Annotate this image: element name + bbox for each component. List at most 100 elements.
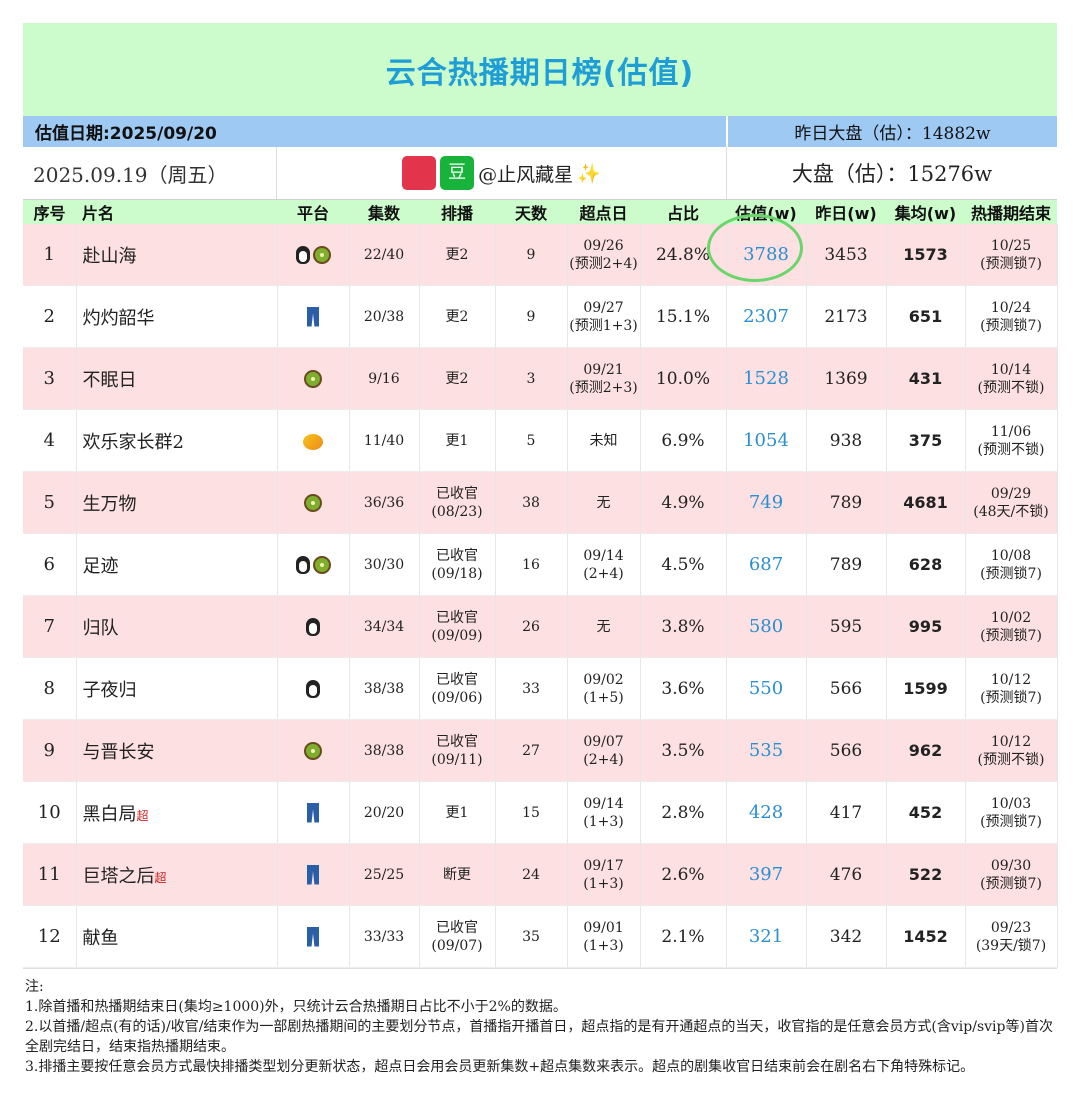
yesterday-cell: 566 bbox=[806, 719, 887, 782]
episodes-cell: 25/25 bbox=[349, 843, 420, 906]
platform-cell bbox=[277, 285, 350, 348]
show-title: 赴山海 bbox=[82, 245, 137, 267]
end-cell: 10/12 (预测锁7) bbox=[965, 657, 1058, 720]
ratio-cell: 4.9% bbox=[640, 471, 727, 534]
estimate-cell: 397 bbox=[726, 843, 807, 906]
end-cell: 10/08 (预测锁7) bbox=[965, 533, 1058, 596]
average-cell: 962 bbox=[886, 719, 966, 782]
title-cell: 子夜归 bbox=[76, 657, 278, 720]
end-cell: 09/29 (48天/不锁) bbox=[965, 471, 1058, 534]
platform-cell bbox=[277, 533, 350, 596]
platform-cell bbox=[277, 409, 350, 472]
schedule-status: 已收官 bbox=[436, 485, 478, 502]
ratio-cell: 2.6% bbox=[640, 843, 727, 906]
point-date: 09/26 bbox=[583, 237, 624, 254]
schedule-status: 更1 bbox=[445, 432, 469, 449]
header-end: 热播期结束 bbox=[965, 200, 1057, 224]
end-date: 10/12 bbox=[990, 733, 1032, 750]
header-days: 天数 bbox=[495, 200, 567, 224]
super-mark: 超 bbox=[136, 808, 149, 823]
end-detail: (预测不锁) bbox=[977, 751, 1045, 768]
yesterday-cell: 476 bbox=[806, 843, 887, 906]
point-date: 09/14 bbox=[583, 795, 624, 812]
platform-mango-icon bbox=[303, 433, 323, 450]
yesterday-cell: 342 bbox=[806, 905, 887, 968]
rank-cell: 2 bbox=[23, 285, 77, 348]
platform-jeans-icon bbox=[307, 802, 319, 823]
platform-cell bbox=[277, 595, 350, 658]
point-date: 09/02 bbox=[583, 671, 624, 688]
header-title: 片名 bbox=[76, 200, 277, 224]
schedule-cell: 更1 bbox=[419, 781, 496, 844]
title-cell: 赴山海 bbox=[76, 224, 278, 286]
average-cell: 522 bbox=[886, 843, 966, 906]
title-cell: 巨塔之后超 bbox=[76, 843, 278, 906]
estimate-cell: 2307 bbox=[726, 285, 807, 348]
source-credit: 豆 @止风藏星 ✨ bbox=[277, 147, 727, 199]
point-date: 09/17 bbox=[583, 857, 624, 874]
header-schedule: 排播 bbox=[419, 200, 495, 224]
end-date: 09/29 bbox=[990, 485, 1032, 502]
table-row: 12 献鱼 33/33 已收官 (09/07) 35 09/01 (1+3) 2.1% 321 34… bbox=[23, 905, 1058, 968]
schedule-cell: 已收官 (09/09) bbox=[419, 595, 496, 658]
point-detail: (1+3) bbox=[583, 875, 624, 892]
yesterday-market: 昨日大盘（估）：14882w bbox=[726, 116, 1057, 147]
platform-penguin-icon bbox=[306, 680, 320, 698]
table-row: 7 归队 34/34 已收官 (09/09) 26 无 3.8% 580 595 995 10/02(… bbox=[23, 595, 1058, 658]
estimate-cell: 1054 bbox=[726, 409, 807, 472]
table-row: 3 不眠日 9/16 更2 3 09/21 (预测2+3) 10.0% 1528 1369 431 1… bbox=[23, 347, 1058, 410]
days-cell: 38 bbox=[495, 471, 568, 534]
ranking-sheet: 云合热播期日榜(估值) 估值日期:2025/09/20 昨日大盘（估）：1488… bbox=[23, 23, 1058, 1102]
market-estimate: 大盘（估）：15276w bbox=[791, 162, 993, 186]
ratio-cell: 3.5% bbox=[640, 719, 727, 782]
days-cell: 35 bbox=[495, 905, 568, 968]
show-title: 灼灼韶华 bbox=[82, 307, 155, 329]
days-cell: 9 bbox=[495, 224, 568, 286]
episodes-cell: 38/38 bbox=[349, 719, 420, 782]
point-detail: (1+3) bbox=[583, 937, 624, 954]
episodes-cell: 36/36 bbox=[349, 471, 420, 534]
ratio-cell: 15.1% bbox=[640, 285, 727, 348]
table-row: 9 与晋长安 38/38 已收官 (09/11) 27 09/07 (2+4) 3.5% 535 5… bbox=[23, 719, 1058, 782]
point-date: 未知 bbox=[589, 432, 618, 449]
platform-kiwi-icon bbox=[304, 494, 322, 512]
ratio-cell: 3.8% bbox=[640, 595, 727, 658]
show-title: 不眠日 bbox=[82, 369, 137, 391]
point-date: 09/27 bbox=[583, 299, 624, 316]
ratio-cell: 24.8% bbox=[640, 224, 727, 286]
average-cell: 431 bbox=[886, 347, 966, 410]
platform-penguin-icon bbox=[295, 556, 310, 574]
estimate-value: 535 bbox=[748, 740, 784, 761]
average-cell: 1452 bbox=[886, 905, 966, 968]
point-cell: 未知 bbox=[567, 409, 641, 472]
end-cell: 10/14 (预测不锁) bbox=[965, 347, 1058, 410]
rank-cell: 8 bbox=[23, 657, 77, 720]
platform-jeans-icon bbox=[307, 926, 319, 947]
episodes-cell: 33/33 bbox=[349, 905, 420, 968]
yesterday-cell: 417 bbox=[806, 781, 887, 844]
schedule-cell: 已收官 (09/18) bbox=[419, 533, 496, 596]
yesterday-cell: 1369 bbox=[806, 347, 887, 410]
rank-cell: 4 bbox=[23, 409, 77, 472]
estimate-cell: 321 bbox=[726, 905, 807, 968]
estimate-cell: 3788 bbox=[707, 214, 807, 286]
point-detail: (预测2+4) bbox=[569, 255, 638, 272]
end-date: 10/14 bbox=[990, 361, 1032, 378]
episodes-cell: 38/38 bbox=[349, 657, 420, 720]
title-cell: 不眠日 bbox=[76, 347, 278, 410]
schedule-date: (09/09) bbox=[431, 627, 483, 644]
end-detail: (预测锁7) bbox=[980, 317, 1042, 334]
end-detail: (预测锁7) bbox=[980, 813, 1042, 830]
end-date: 09/23 bbox=[990, 919, 1032, 936]
average-cell: 1573 bbox=[886, 224, 966, 286]
average-cell: 4681 bbox=[886, 471, 966, 534]
table-row: 5 生万物 36/36 已收官 (08/23) 38 无 4.9% 749 789 4681 09/2… bbox=[23, 471, 1058, 534]
platform-kiwi-icon bbox=[312, 246, 331, 264]
episodes-cell: 22/40 bbox=[349, 224, 420, 286]
end-detail: (预测不锁) bbox=[977, 441, 1045, 458]
average-cell: 452 bbox=[886, 781, 966, 844]
estimate-cell: 550 bbox=[726, 657, 807, 720]
end-detail: (预测锁7) bbox=[980, 627, 1042, 644]
estimate-value: 550 bbox=[748, 678, 784, 699]
show-title: 黑白局 bbox=[82, 803, 137, 825]
